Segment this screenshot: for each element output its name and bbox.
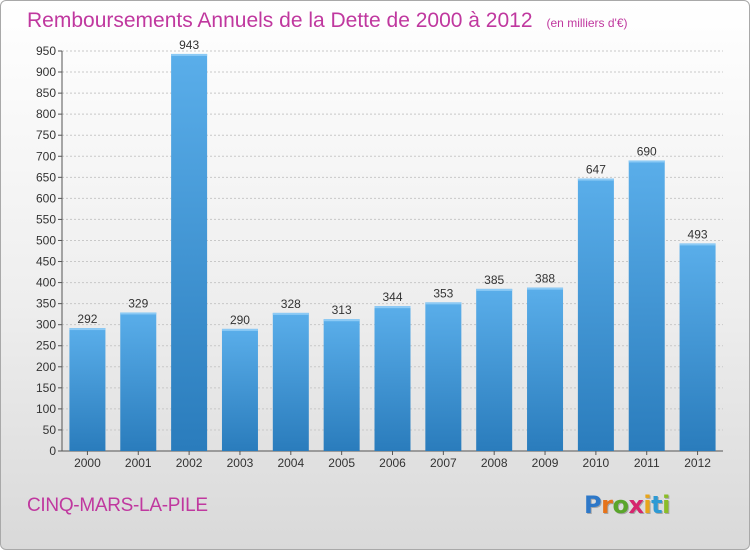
logo-letter: x [628,491,644,519]
x-tick-label: 2004 [277,456,304,470]
y-tick-label: 0 [49,444,56,458]
y-tick-label: 300 [36,318,56,332]
y-tick-label: 600 [36,191,56,205]
bar [120,312,157,451]
proxiti-logo: Proxiti [584,491,670,519]
bar-highlight [120,312,157,315]
bar [527,287,564,451]
data-label: 388 [535,272,555,286]
y-tick-label: 650 [36,170,56,184]
logo-letter: r [601,491,613,519]
data-label: 493 [688,227,708,241]
bar-chart: 0 50 100 150 200 250 300 350 400 450 500 550 600 650 7… [36,38,723,470]
y-tick-label: 750 [36,128,56,142]
x-tick-label: 2011 [634,456,660,470]
bar-highlight [69,328,106,331]
data-label: 292 [77,312,97,326]
y-tick-label: 850 [36,86,56,100]
title-text: Remboursements Annuels de la Dette de 20… [27,9,533,32]
bar [577,178,614,451]
bar [679,243,716,451]
bar [425,302,462,451]
x-tick-label: 2008 [481,456,508,470]
data-label: 647 [586,163,606,177]
logo-letter: P [584,491,602,519]
y-tick-label: 150 [36,381,56,395]
bar-highlight [374,306,411,309]
chart-title: Remboursements Annuels de la Dette de 20… [27,9,628,33]
x-tick-label: 2002 [176,456,203,470]
y-tick-label: 800 [36,107,56,121]
x-tick-label: 2005 [328,456,355,470]
bar [221,328,258,451]
bar-highlight [628,160,665,163]
x-tick-label: 2001 [125,456,152,470]
bar-highlight [476,288,513,291]
bar [628,160,665,451]
y-tick-label: 250 [36,339,56,353]
data-label: 329 [128,296,148,310]
y-tick-label: 50 [43,423,57,437]
bar [323,319,360,451]
logo-letter: t [651,491,663,519]
bar-highlight [171,53,208,56]
y-tick-label: 100 [36,402,56,416]
logo-letter: i [662,491,670,519]
data-label: 943 [179,38,199,52]
y-tick-label: 900 [36,65,56,79]
data-label: 290 [230,313,250,327]
data-label: 385 [484,273,504,287]
y-tick-label: 500 [36,233,56,247]
y-tick-label: 450 [36,255,56,269]
y-tick-label: 400 [36,276,56,290]
x-tick-label: 2007 [430,456,457,470]
bar [171,53,208,452]
x-tick-label: 2010 [583,456,610,470]
bar-highlight [679,243,716,246]
x-tick-label: 2012 [684,456,711,470]
unit-note: (en milliers d'€) [546,16,628,30]
city-name: CINQ-MARS-LA-PILE [27,495,208,516]
y-tick-label: 550 [36,212,56,226]
bar-highlight [425,302,462,305]
data-label: 328 [281,297,301,311]
data-label: 344 [382,290,402,304]
x-tick-label: 2000 [74,456,101,470]
y-tick-label: 700 [36,149,56,163]
bar-highlight [323,319,360,322]
logo-letter: o [612,491,629,519]
bar [69,328,106,451]
bar-highlight [577,178,614,181]
x-tick-label: 2009 [532,456,559,470]
bar [272,312,309,451]
bar [374,306,411,451]
logo-letter: i [643,491,652,519]
x-tick-label: 2006 [379,456,406,470]
bar-highlight [221,328,258,331]
x-tick-label: 2003 [227,456,254,470]
data-label: 690 [637,144,657,158]
bar [476,288,513,451]
bar-highlight [527,287,564,290]
y-tick-label: 200 [36,360,56,374]
y-tick-label: 950 [36,44,56,58]
y-tick-label: 350 [36,297,56,311]
data-label: 353 [433,286,453,300]
data-label: 313 [332,303,352,317]
bar-highlight [272,312,309,315]
